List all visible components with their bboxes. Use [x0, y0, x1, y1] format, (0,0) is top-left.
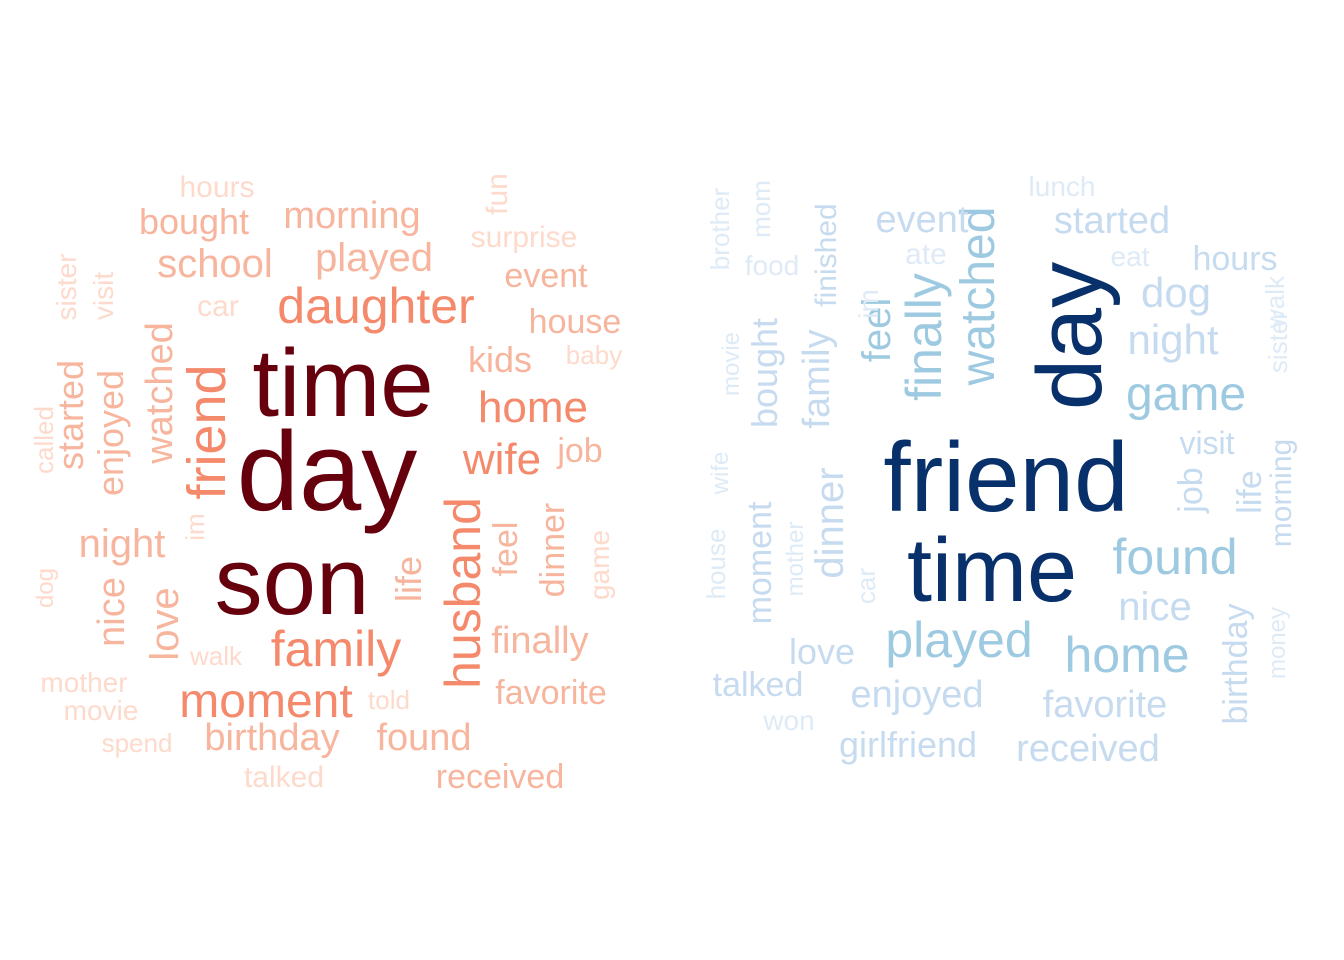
word-sister: sister	[51, 253, 82, 321]
word-dog: dog	[32, 567, 59, 609]
word-surprise: surprise	[470, 221, 578, 254]
word-wife: wife	[462, 435, 542, 484]
word-watched: watched	[139, 322, 181, 464]
word-morning: morning	[1265, 438, 1298, 548]
word-wife: wife	[707, 451, 734, 495]
word-found: found	[1112, 529, 1238, 585]
word-baby: baby	[565, 340, 623, 370]
word-movie: movie	[63, 695, 139, 726]
word-game: game	[1125, 368, 1247, 421]
word-mother: mother	[782, 521, 809, 597]
word-mother: mother	[40, 667, 128, 698]
word-game: game	[584, 529, 615, 601]
word-birthday: birthday	[1217, 603, 1255, 725]
word-im: im	[180, 513, 210, 541]
word-played: played	[315, 236, 433, 280]
word-walk: walk	[189, 641, 243, 671]
word-night: night	[78, 522, 166, 566]
word-car: car	[197, 290, 239, 323]
word-feel: feel	[487, 521, 525, 577]
word-im: im	[853, 289, 884, 319]
word-friend: friend	[177, 364, 237, 500]
word-job: job	[1172, 467, 1210, 513]
word-called: called	[29, 406, 59, 474]
word-favorite: favorite	[495, 674, 607, 712]
word-home: home	[1064, 627, 1190, 683]
word-visit: visit	[88, 271, 119, 321]
word-life: life	[1231, 470, 1269, 514]
word-received: received	[1016, 728, 1160, 770]
word-house: house	[528, 303, 622, 341]
word-favorite: favorite	[1042, 684, 1168, 726]
word-found: found	[376, 717, 472, 759]
word-job: job	[557, 432, 603, 470]
word-morning: morning	[283, 195, 421, 237]
word-bought: bought	[138, 201, 250, 242]
word-dinner: dinner	[534, 502, 572, 598]
wordcloud-right: friend time day watched played home found game f…	[672, 0, 1344, 960]
word-money: money	[1264, 606, 1291, 680]
word-sister: sister	[1263, 310, 1293, 374]
word-time: time	[252, 330, 434, 437]
word-told: told	[368, 685, 410, 715]
word-enjoyed: enjoyed	[90, 369, 131, 497]
word-ate: ate	[905, 238, 947, 271]
word-time: time	[906, 521, 1078, 621]
word-event: event	[875, 199, 969, 241]
word-movie: movie	[718, 331, 745, 397]
word-car: car	[851, 567, 881, 605]
word-food: food	[744, 250, 800, 281]
word-eat: eat	[1110, 241, 1150, 272]
word-talked: talked	[243, 761, 325, 794]
word-spend: spend	[101, 728, 173, 758]
word-kids: kids	[467, 339, 533, 380]
word-bought: bought	[744, 317, 785, 429]
word-moment: moment	[741, 501, 779, 625]
word-dog: dog	[1140, 269, 1212, 316]
word-daughter: daughter	[277, 278, 475, 334]
word-night: night	[1127, 316, 1219, 363]
word-visit: visit	[1179, 425, 1235, 461]
word-moment: moment	[179, 675, 353, 728]
word-started: started	[1053, 200, 1171, 242]
word-played: played	[885, 612, 1033, 668]
word-nice: nice	[91, 577, 133, 647]
word-fun: fun	[481, 173, 514, 215]
word-lunch: lunch	[1028, 171, 1096, 202]
word-friend: friend	[883, 422, 1129, 532]
word-day: day	[236, 409, 418, 534]
word-event: event	[504, 257, 588, 295]
word-birthday: birthday	[204, 717, 340, 759]
word-home: home	[477, 383, 589, 432]
wordcloud-left: time day son daughter friend husband family mom…	[29, 171, 623, 796]
word-finally: finally	[491, 620, 589, 662]
word-house: house	[701, 528, 731, 600]
word-love: love	[143, 587, 187, 661]
word-won: won	[763, 705, 815, 736]
word-hours: hours	[1192, 240, 1278, 278]
word-family: family	[270, 621, 402, 677]
word-mom: mom	[746, 180, 776, 238]
word-family: family	[796, 329, 838, 429]
word-girlfriend: girlfriend	[838, 724, 978, 765]
word-school: school	[157, 242, 273, 286]
word-son: son	[214, 528, 370, 635]
word-enjoyed: enjoyed	[850, 674, 984, 716]
word-life: life	[388, 555, 429, 603]
word-day: day	[1019, 261, 1121, 411]
word-love: love	[788, 631, 856, 672]
word-talked: talked	[712, 666, 804, 704]
word-husband: husband	[435, 497, 491, 689]
word-dinner: dinner	[808, 467, 852, 579]
word-nice: nice	[1118, 585, 1192, 629]
word-hours: hours	[179, 171, 255, 204]
word-finally: finally	[896, 273, 952, 401]
word-received: received	[435, 758, 565, 796]
word-brother: brother	[705, 187, 735, 271]
word-finished: finished	[810, 203, 843, 307]
